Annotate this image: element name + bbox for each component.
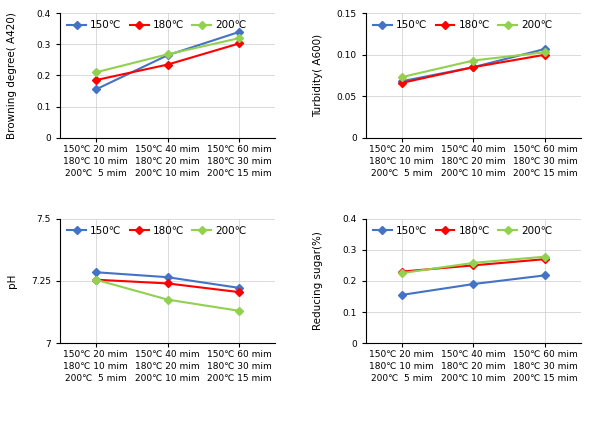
Line: 180℃: 180℃ xyxy=(93,40,242,83)
180℃ xyxy=(236,41,243,46)
200℃ xyxy=(541,50,549,55)
180℃ xyxy=(541,257,549,262)
180℃ xyxy=(398,80,405,85)
Line: 150℃: 150℃ xyxy=(399,272,548,298)
150℃ xyxy=(92,270,99,275)
180℃ xyxy=(92,277,99,282)
200℃ xyxy=(92,70,99,75)
Line: 180℃: 180℃ xyxy=(399,52,548,86)
200℃ xyxy=(164,51,171,57)
180℃ xyxy=(541,52,549,57)
200℃ xyxy=(398,271,405,276)
200℃ xyxy=(236,36,243,41)
Legend: 150℃, 180℃, 200℃: 150℃, 180℃, 200℃ xyxy=(371,224,555,238)
200℃ xyxy=(236,308,243,313)
180℃ xyxy=(236,290,243,295)
200℃ xyxy=(164,297,171,302)
Line: 150℃: 150℃ xyxy=(93,29,242,92)
Line: 200℃: 200℃ xyxy=(93,277,242,314)
150℃ xyxy=(470,65,477,70)
Line: 150℃: 150℃ xyxy=(93,269,242,291)
180℃ xyxy=(470,65,477,70)
180℃ xyxy=(92,77,99,83)
Line: 200℃: 200℃ xyxy=(399,254,548,276)
180℃ xyxy=(398,269,405,274)
Legend: 150℃, 180℃, 200℃: 150℃, 180℃, 200℃ xyxy=(65,224,249,238)
150℃ xyxy=(236,29,243,34)
150℃ xyxy=(398,292,405,297)
150℃ xyxy=(236,285,243,290)
Y-axis label: Turbidity( A600): Turbidity( A600) xyxy=(313,34,323,117)
150℃ xyxy=(92,87,99,92)
180℃ xyxy=(470,263,477,268)
180℃ xyxy=(164,62,171,67)
Y-axis label: Reducing sugar(%): Reducing sugar(%) xyxy=(313,231,323,330)
200℃ xyxy=(470,58,477,63)
200℃ xyxy=(541,254,549,259)
150℃ xyxy=(164,53,171,58)
Line: 180℃: 180℃ xyxy=(93,277,242,295)
150℃ xyxy=(398,79,405,84)
150℃ xyxy=(164,275,171,280)
Line: 180℃: 180℃ xyxy=(399,257,548,275)
200℃ xyxy=(92,277,99,282)
200℃ xyxy=(470,260,477,265)
Line: 150℃: 150℃ xyxy=(399,46,548,84)
200℃ xyxy=(398,74,405,80)
150℃ xyxy=(541,46,549,51)
Y-axis label: Browning degree( A420): Browning degree( A420) xyxy=(7,12,17,139)
180℃ xyxy=(164,281,171,286)
Line: 200℃: 200℃ xyxy=(93,35,242,75)
150℃ xyxy=(541,273,549,278)
Legend: 150℃, 180℃, 200℃: 150℃, 180℃, 200℃ xyxy=(65,18,249,33)
Y-axis label: pH: pH xyxy=(7,274,17,288)
Legend: 150℃, 180℃, 200℃: 150℃, 180℃, 200℃ xyxy=(371,18,555,33)
Line: 200℃: 200℃ xyxy=(399,49,548,80)
150℃ xyxy=(470,282,477,287)
